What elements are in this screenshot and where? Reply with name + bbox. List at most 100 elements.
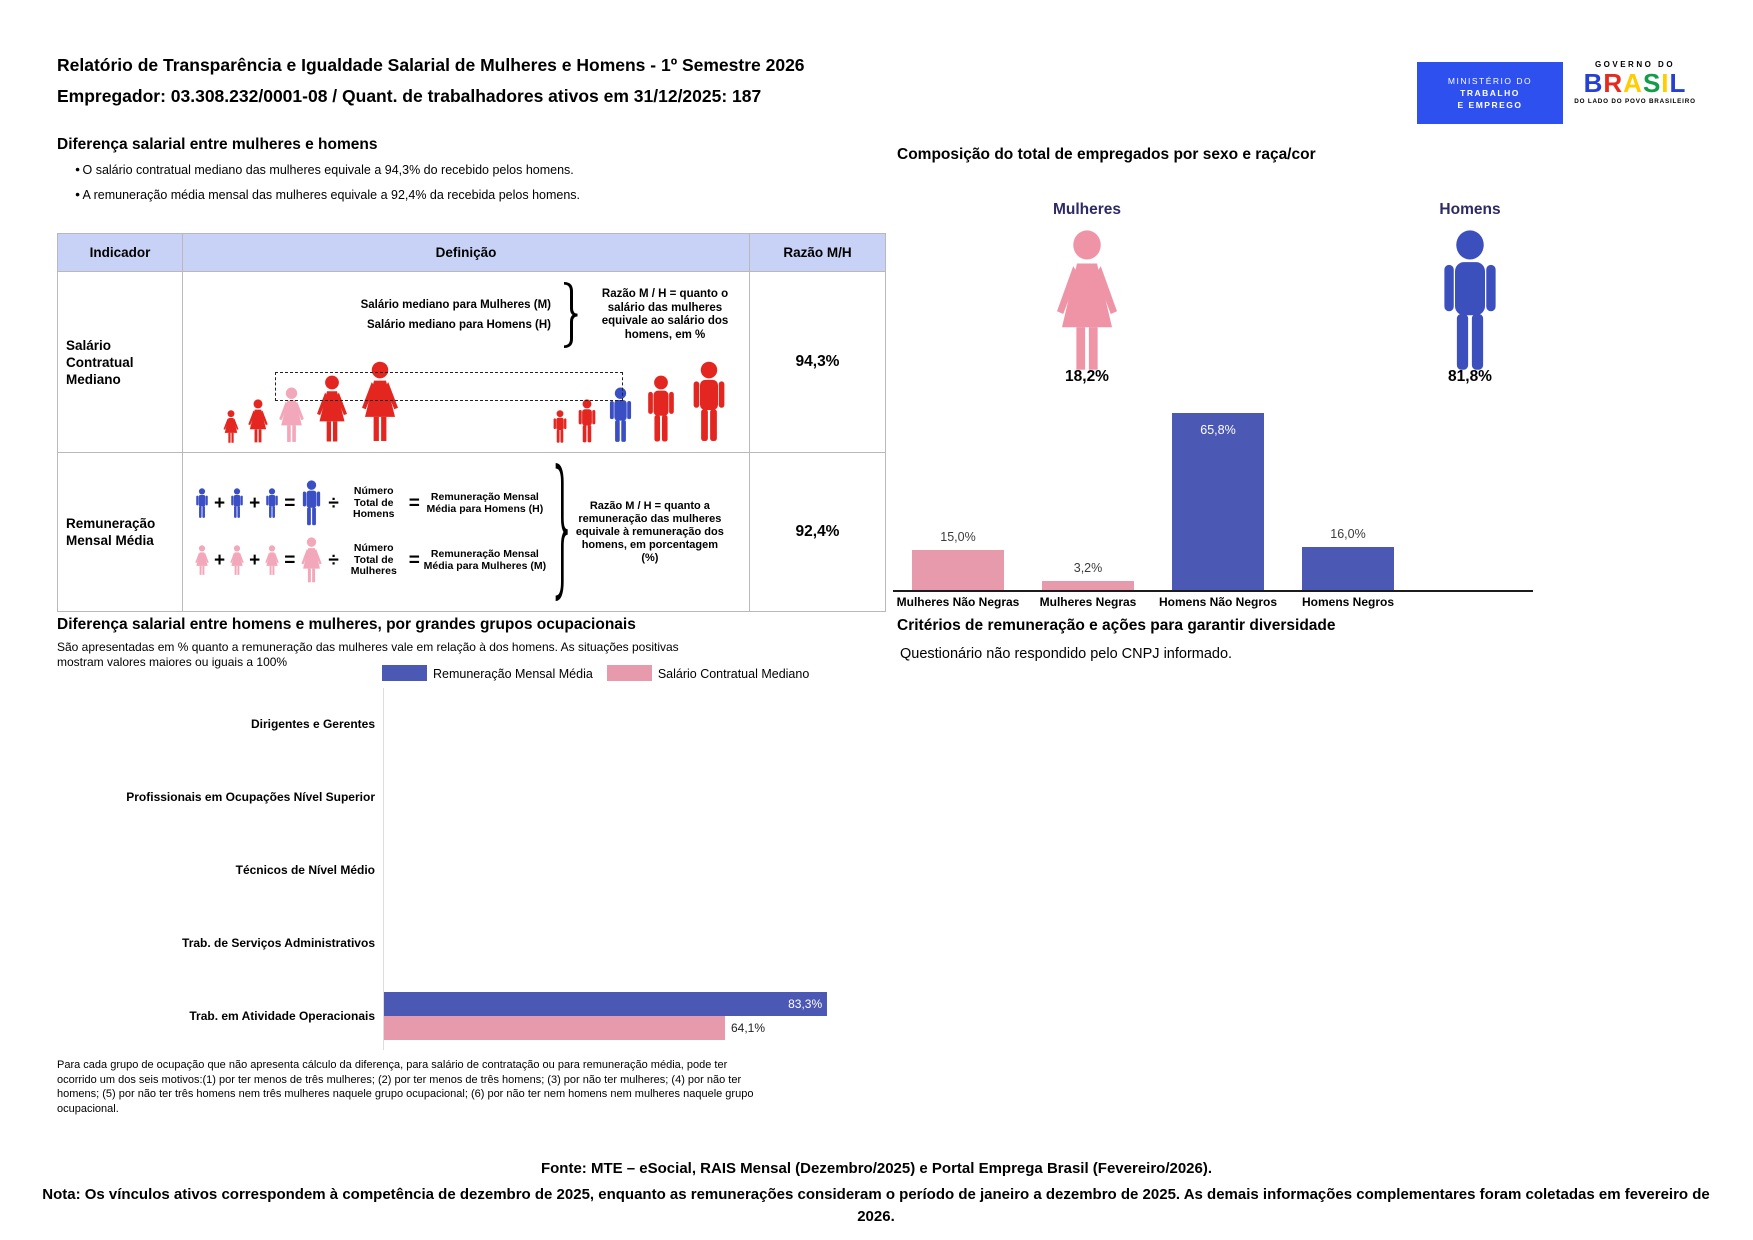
median-definition: Salário mediano para Mulheres (M) Salári… — [183, 272, 749, 352]
comp-bar — [912, 550, 1004, 590]
ratio-remuneracao-media: 92,4% — [749, 452, 886, 612]
comp-bar — [1172, 413, 1264, 590]
indicator-remuneracao-media: Remuneração Mensal Média — [57, 452, 183, 612]
comp-bar-value: 3,2% — [1073, 561, 1103, 575]
legend-item-remuneracao: Remuneração Mensal Média — [382, 665, 593, 681]
comp-bar-value: 16,0% — [1330, 527, 1366, 541]
male-icon — [303, 480, 321, 526]
divide-sign: ÷ — [328, 550, 339, 571]
comp-bar — [1042, 581, 1134, 590]
divide-sign: ÷ — [328, 493, 339, 514]
header-definicao: Definição — [182, 233, 750, 272]
indicator-salario-mediano: Salário Contratual Mediano — [57, 271, 183, 453]
equals-sign: = — [408, 550, 420, 571]
plus-sign: + — [249, 493, 261, 514]
occ-chart-row: Trab. em Atividade Operacionais 83,3% 64,1… — [57, 979, 957, 1052]
salary-gap-bullet-1: O salário contratual mediano das mulhere… — [75, 163, 574, 177]
comp-category-label: Mulheres Negras — [1039, 595, 1137, 609]
male-icon — [266, 488, 278, 518]
gov-brand-letter: L — [1669, 68, 1687, 98]
comp-bar-value: 15,0% — [940, 530, 976, 544]
ratio-salario-mediano: 94,3% — [749, 271, 886, 453]
median-figures-graphic — [183, 352, 749, 452]
comp-category-label: Mulheres Não Negras — [896, 595, 1020, 609]
mulheres-percentage: 18,2% — [1065, 368, 1109, 385]
occ-plot-area — [384, 761, 916, 834]
mulheres-label: Mulheres — [1052, 201, 1122, 218]
gov-logo-brand: BRASIL — [1572, 69, 1698, 97]
mean-definition: + + = ÷ Número Total de Homens = Remuner… — [183, 457, 749, 607]
bar-salario: 64,1% — [384, 1015, 765, 1040]
legend-swatch-blue — [382, 665, 427, 681]
plus-sign: + — [214, 493, 226, 514]
male-icon — [553, 410, 567, 443]
comp-category-label: Homens Não Negros — [1158, 595, 1278, 609]
brace-icon — [563, 282, 578, 348]
female-icon — [195, 545, 209, 575]
occ-chart-row: Dirigentes e Gerentes — [57, 688, 957, 761]
mean-def-note: Razão M / H = quanto a remuneração das m… — [575, 499, 724, 564]
gov-brand-letter: A — [1623, 68, 1643, 98]
salary-gap-title: Diferença salarial entre mulheres e home… — [57, 136, 378, 153]
gov-logo-bottom: DO LADO DO POVO BRASILEIRO — [1574, 98, 1696, 105]
mte-logo-line1: MINISTÉRIO DO — [1447, 76, 1533, 86]
median-highlight-box — [275, 372, 623, 401]
occ-category-label: Técnicos de Nível Médio — [235, 862, 375, 877]
bar-remuneracao: 83,3% — [384, 991, 828, 1016]
composition-bar-chart: 15,0% 3,2% 65,8% 16,0% Mulheres Não Negras M… — [893, 400, 1533, 609]
comp-bar-slot: 3,2% — [1023, 400, 1153, 590]
legend-label: Remuneração Mensal Média — [433, 667, 593, 681]
composition-title: Composição do total de empregados por se… — [897, 146, 1316, 163]
salary-gap-bullet-2: A remuneração média mensal das mulheres … — [75, 188, 581, 202]
gov-brand-letter: I — [1661, 68, 1670, 98]
gov-brasil-logo: GOVERNO DO BRASIL DO LADO DO POVO BRASIL… — [1572, 58, 1698, 126]
comp-bar — [1302, 547, 1394, 590]
women-divisor: Número Total de Mulheres — [350, 542, 397, 578]
men-result: Remuneração Mensal Média para Homens (H) — [426, 491, 544, 515]
male-icon — [1444, 230, 1496, 370]
male-icon — [693, 361, 725, 441]
occupational-footnote: Para cada grupo de ocupação que não apre… — [57, 1059, 754, 1115]
male-icon — [231, 488, 243, 518]
equals-sign: = — [408, 493, 420, 514]
report-title: Relatório de Transparência e Igualdade S… — [57, 50, 805, 112]
gov-brand-letter: B — [1583, 68, 1604, 98]
women-formula: + + = ÷ Número Total de Mulheres = Remun… — [193, 537, 547, 584]
comp-bar-slot: 16,0% — [1283, 400, 1413, 590]
table-row: Salário Contratual Mediano Salário media… — [57, 271, 886, 453]
table-row: Remuneração Mensal Média + + = ÷ Número … — [57, 452, 886, 612]
header-razao: Razão M/H — [749, 233, 886, 272]
occ-category-label: Trab. de Serviços Administrativos — [182, 935, 375, 950]
footer-note: Nota: Os vínculos ativos correspondem à … — [42, 1186, 1710, 1225]
female-icon — [223, 410, 239, 443]
chart-legend: Remuneração Mensal Média Salário Contrat… — [382, 665, 809, 681]
table-header-row: Indicador Definição Razão M/H — [57, 233, 886, 272]
male-icon — [578, 399, 596, 443]
comp-bar-slot: 15,0% — [893, 400, 1023, 590]
composition-bars: 15,0% 3,2% 65,8% 16,0% — [893, 400, 1533, 592]
bar-value-label: 83,3% — [788, 996, 823, 1011]
indicator-table: Indicador Definição Razão M/H Salário Co… — [57, 233, 886, 612]
plus-sign: + — [249, 550, 261, 571]
mte-logo-line3: E EMPREGO — [1457, 100, 1523, 110]
median-def-line-women: Salário mediano para Mulheres (M) — [360, 298, 551, 311]
comp-bar-slot: 65,8% — [1153, 400, 1283, 590]
men-divisor: Número Total de Homens — [353, 485, 395, 521]
plus-sign: + — [214, 550, 226, 571]
homens-label: Homens — [1439, 201, 1501, 218]
criteria-body: Questionário não respondido pelo CNPJ in… — [900, 646, 1233, 662]
median-def-note: Razão M / H = quanto o salário das mulhe… — [601, 288, 729, 341]
mte-logo-line2: TRABALHO — [1460, 88, 1520, 98]
legend-label: Salário Contratual Mediano — [657, 667, 810, 681]
occ-category-label: Trab. em Atividade Operacionais — [189, 1008, 375, 1023]
male-icon — [648, 375, 674, 442]
comp-bar-value: 65,8% — [1200, 423, 1236, 437]
occupational-title: Diferença salarial entre homens e mulher… — [57, 616, 636, 633]
footer-source: Fonte: MTE – eSocial, RAIS Mensal (Dezem… — [540, 1160, 1213, 1177]
chart-axis-line — [383, 688, 384, 1050]
occ-chart-row: Técnicos de Nível Médio — [57, 834, 957, 907]
gov-brand-letter: R — [1603, 68, 1624, 98]
female-icon — [301, 537, 322, 583]
occupational-subtitle: São apresentadas em % quanto a remuneraç… — [57, 640, 679, 669]
male-icon — [196, 488, 208, 518]
